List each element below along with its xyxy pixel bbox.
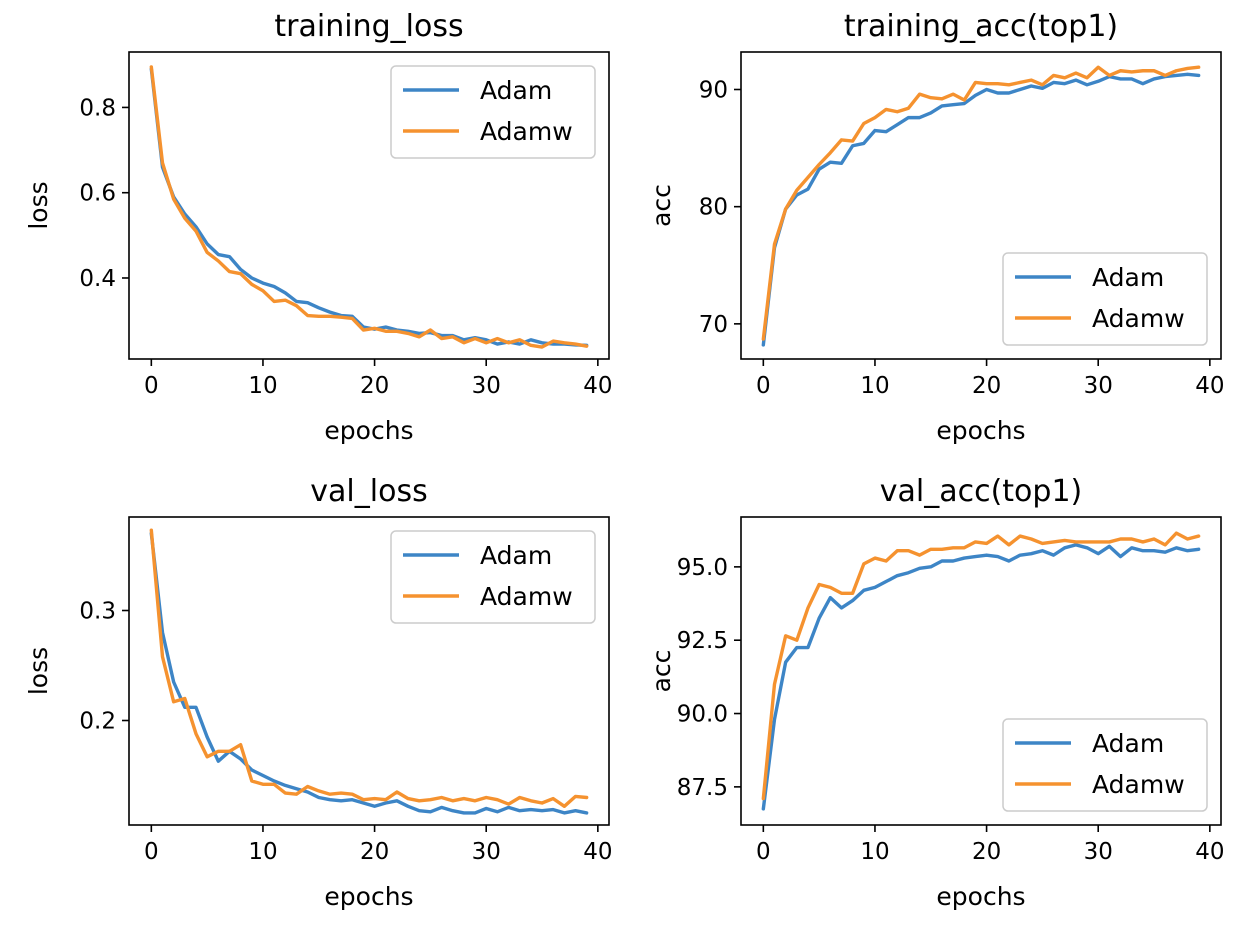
x-tick-label: 0 [756, 373, 771, 399]
chart-title: val_acc(top1) [880, 474, 1083, 509]
axes-frame [128, 51, 610, 360]
series-line-adamw [149, 65, 589, 349]
y-tick-label: 95.0 [677, 555, 728, 581]
legend-label: Adamw [480, 117, 573, 146]
axes-frame [128, 516, 610, 826]
legend: Adam Adamw [390, 530, 596, 624]
legend-label: Adam [1092, 263, 1164, 292]
x-tick-label: 10 [860, 373, 889, 399]
legend-label: Adam [480, 76, 552, 105]
series-line-adam [761, 543, 1201, 811]
y-tick-label: 92.5 [677, 628, 728, 654]
y-tick-label: 0.4 [79, 266, 116, 292]
y-tick-label: 90 [699, 77, 728, 103]
y-axis-label: acc [647, 184, 676, 227]
series-line-adamw [761, 65, 1201, 341]
legend: Adam Adamw [1002, 252, 1208, 346]
x-tick-label: 10 [248, 373, 277, 399]
y-axis-label: acc [647, 650, 676, 693]
y-axis-label: loss [24, 647, 53, 695]
series-line-adam [149, 531, 589, 815]
x-tick-label: 10 [860, 839, 889, 865]
legend-label: Adam [1092, 729, 1164, 758]
y-tick-label: 90.0 [677, 702, 728, 728]
x-tick-label: 0 [144, 839, 159, 865]
legend-label: Adamw [480, 582, 573, 611]
x-tick-label: 0 [144, 373, 159, 399]
legend-label: Adam [480, 541, 552, 570]
y-tick-label: 0.6 [79, 181, 116, 207]
x-tick-label: 20 [972, 839, 1001, 865]
x-tick-label: 40 [1195, 839, 1224, 865]
series-line-adamw [761, 531, 1201, 801]
x-axis-label: epochs [936, 416, 1025, 445]
chart-title: training_acc(top1) [844, 9, 1118, 44]
x-tick-label: 30 [1084, 839, 1113, 865]
y-tick-label: 0.3 [79, 599, 116, 625]
series-line-adam [761, 72, 1201, 347]
subplot-training-acc: training_acc(top1) 0 10 20 30 40 70 80 90 epochs a… [647, 9, 1224, 445]
x-tick-label: 40 [1195, 373, 1224, 399]
chart-title: val_loss [310, 474, 427, 509]
legend-label: Adamw [1092, 304, 1185, 333]
x-tick-label: 30 [472, 373, 501, 399]
legend: Adam Adamw [1002, 718, 1208, 812]
axes-frame [740, 51, 1222, 360]
axes-frame [740, 516, 1222, 826]
legend: Adam Adamw [390, 65, 596, 159]
x-tick-label: 30 [472, 839, 501, 865]
x-tick-label: 20 [972, 373, 1001, 399]
x-tick-label: 30 [1084, 373, 1113, 399]
y-tick-label: 70 [699, 312, 728, 338]
y-tick-label: 80 [699, 195, 728, 221]
x-tick-label: 40 [583, 373, 612, 399]
subplot-val-acc: val_acc(top1) 0 10 20 30 40 87.5 90.0 92.5 95.0 ep… [647, 474, 1224, 911]
x-tick-label: 20 [360, 839, 389, 865]
x-axis-label: epochs [324, 882, 413, 911]
y-tick-label: 0.2 [79, 709, 116, 735]
y-axis-label: loss [24, 181, 53, 229]
chart-title: training_loss [274, 9, 463, 44]
x-tick-label: 20 [360, 373, 389, 399]
y-tick-label: 0.8 [79, 95, 116, 121]
subplot-training-loss: training_loss 0 10 20 30 40 0.4 0.6 0.8 epochs los… [24, 9, 612, 445]
y-tick-label: 87.5 [677, 775, 728, 801]
x-axis-label: epochs [936, 882, 1025, 911]
x-tick-label: 40 [583, 839, 612, 865]
x-tick-label: 10 [248, 839, 277, 865]
legend-label: Adamw [1092, 770, 1185, 799]
x-tick-label: 0 [756, 839, 771, 865]
x-axis-label: epochs [324, 416, 413, 445]
series-line-adamw [149, 528, 589, 808]
